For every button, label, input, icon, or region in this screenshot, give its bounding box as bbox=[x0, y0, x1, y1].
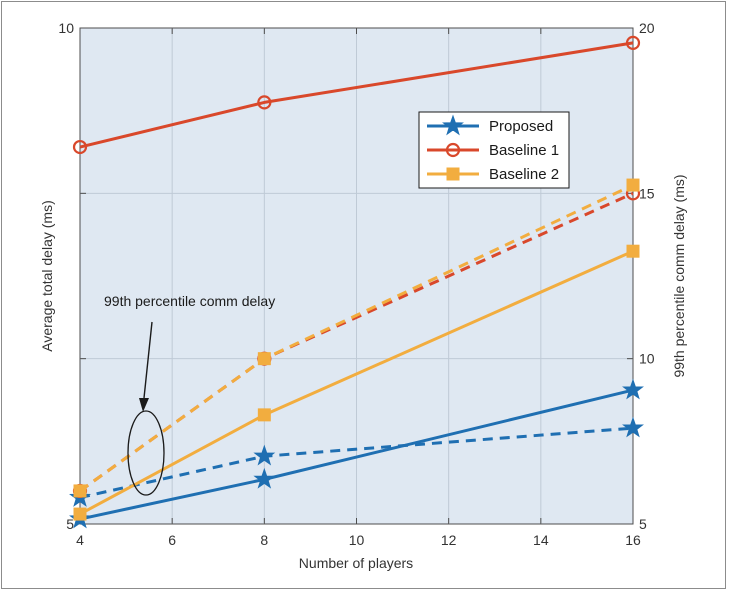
legend-label: Proposed bbox=[489, 118, 553, 135]
series-2 bbox=[73, 244, 640, 521]
data-point bbox=[257, 352, 271, 366]
x-tick-label: 8 bbox=[260, 532, 268, 548]
legend-marker bbox=[446, 167, 460, 181]
data-point bbox=[73, 507, 87, 521]
x-tick-label: 4 bbox=[76, 532, 84, 548]
data-series bbox=[69, 35, 644, 529]
y-tick-label-left: 10 bbox=[58, 20, 74, 36]
y-tick-label-right: 20 bbox=[639, 20, 655, 36]
data-point bbox=[73, 484, 87, 498]
y-axis-label-left: Average total delay (ms) bbox=[39, 200, 55, 351]
annotation: 99th percentile comm delay bbox=[104, 293, 275, 496]
data-point bbox=[625, 35, 641, 50]
data-point bbox=[253, 467, 276, 489]
legend-marker bbox=[445, 142, 461, 158]
annotation-arrow-line bbox=[143, 321, 153, 399]
grid-lines bbox=[80, 28, 633, 524]
y-tick-label-right: 10 bbox=[639, 351, 655, 367]
y-tick-label-left: 5 bbox=[66, 516, 74, 532]
data-point bbox=[257, 95, 272, 110]
x-tick-label: 16 bbox=[625, 532, 641, 548]
x-tick-label: 6 bbox=[168, 532, 176, 548]
data-point bbox=[257, 408, 271, 422]
x-tick-label: 14 bbox=[533, 532, 549, 548]
data-point bbox=[253, 444, 276, 466]
series-1 bbox=[72, 35, 641, 155]
y-tick-label-right: 15 bbox=[639, 185, 655, 201]
x-tick-label: 12 bbox=[441, 532, 457, 548]
annotation-arrowhead bbox=[139, 398, 149, 412]
legend-marker bbox=[442, 114, 464, 136]
data-point bbox=[626, 244, 640, 258]
y-axis-label-right: 99th percentile comm delay (ms) bbox=[671, 174, 687, 377]
x-tick-label: 10 bbox=[349, 532, 365, 548]
x-axis-label: Number of players bbox=[299, 555, 413, 571]
annotation-text: 99th percentile comm delay bbox=[104, 293, 275, 309]
data-point bbox=[622, 416, 644, 438]
legend: Proposed Baseline 1 Baseline 2 bbox=[418, 111, 570, 189]
legend-label: Baseline 1 bbox=[489, 142, 559, 159]
series-5 bbox=[73, 178, 640, 498]
series-line bbox=[79, 41, 634, 149]
annotation-ellipse bbox=[127, 410, 165, 496]
data-point bbox=[622, 378, 644, 400]
y-tick-label-right: 5 bbox=[639, 516, 647, 532]
legend-label: Baseline 2 bbox=[489, 166, 559, 183]
data-point bbox=[626, 178, 640, 192]
data-point bbox=[72, 139, 88, 155]
